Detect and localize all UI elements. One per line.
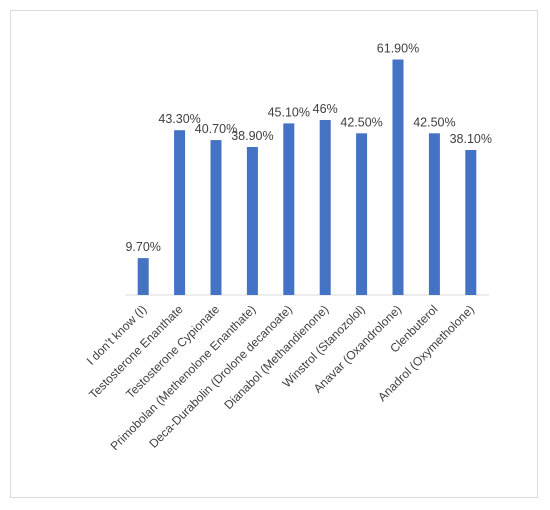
data-labels-group: 9.70%43.30%40.70%38.90%45.10% 46%42.50%61… (125, 42, 492, 255)
bar-4 (246, 147, 258, 295)
data-label-3: 40.70% (195, 122, 237, 136)
data-label-2: 43.30% (158, 112, 200, 126)
data-label-8: 61.90% (377, 42, 419, 56)
bar-3 (210, 140, 222, 295)
bar-6 (319, 120, 331, 295)
bars-group (137, 59, 477, 296)
data-label-5: 45.10% (268, 105, 310, 119)
data-label-6: 46% (313, 102, 338, 116)
bar-10 (465, 150, 477, 295)
data-label-10: 38.10% (450, 132, 492, 146)
bar-7 (356, 133, 368, 295)
data-label-4: 38.90% (231, 129, 273, 143)
data-label-7: 42.50% (340, 115, 382, 129)
category-labels-group: I don’t know (I)Testosterone EnanthateTe… (84, 302, 477, 453)
bar-1 (137, 258, 149, 295)
bar-5 (283, 123, 295, 296)
chart-frame (10, 10, 538, 498)
bar-9 (428, 133, 440, 295)
bar-2 (174, 130, 186, 295)
data-label-1: 9.70% (125, 240, 160, 254)
bar-8 (392, 59, 404, 295)
data-label-9: 42.50% (413, 115, 455, 129)
